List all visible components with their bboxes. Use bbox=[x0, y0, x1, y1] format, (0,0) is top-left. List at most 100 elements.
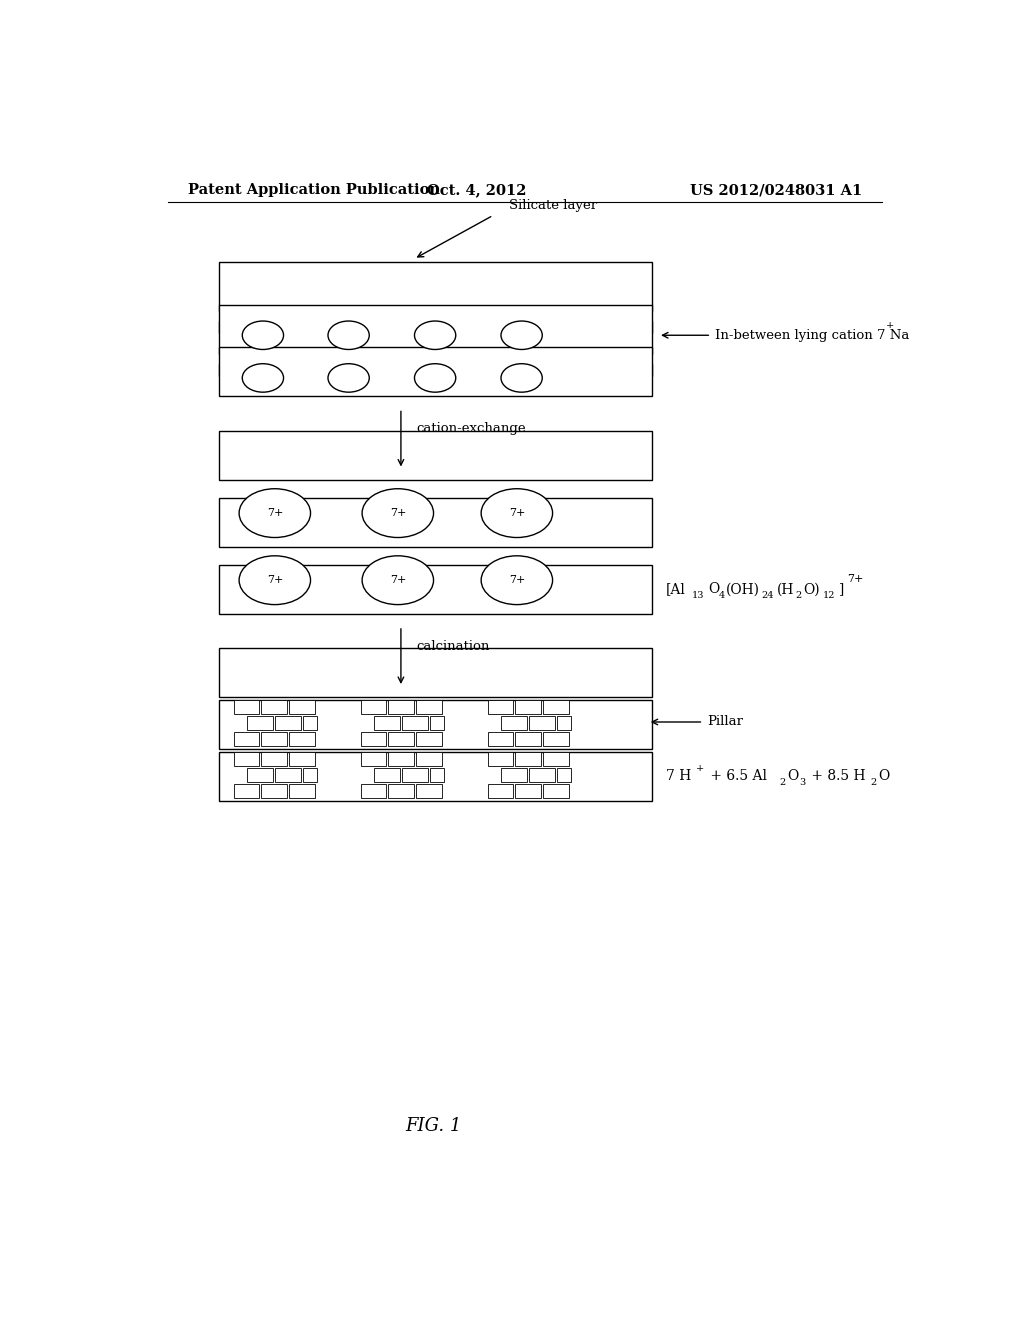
Text: 12: 12 bbox=[822, 591, 835, 601]
Bar bbox=[261, 731, 287, 746]
Ellipse shape bbox=[415, 321, 456, 350]
Bar bbox=[219, 700, 652, 748]
Text: calcination: calcination bbox=[417, 640, 490, 653]
Text: 7+: 7+ bbox=[266, 508, 283, 519]
Text: +: + bbox=[886, 321, 894, 330]
Bar bbox=[502, 715, 527, 730]
Bar bbox=[388, 700, 414, 714]
Text: O: O bbox=[787, 770, 799, 783]
Bar bbox=[515, 731, 541, 746]
Text: + 6.5 Al: + 6.5 Al bbox=[706, 770, 767, 783]
Bar bbox=[543, 700, 568, 714]
Ellipse shape bbox=[415, 364, 456, 392]
Bar bbox=[557, 715, 570, 730]
Text: +: + bbox=[696, 764, 705, 772]
Bar bbox=[289, 700, 314, 714]
Text: 13: 13 bbox=[692, 591, 705, 601]
Bar bbox=[515, 752, 541, 766]
Text: Pillar: Pillar bbox=[708, 715, 743, 729]
Bar bbox=[557, 768, 570, 781]
Bar bbox=[543, 752, 568, 766]
Bar bbox=[402, 768, 428, 781]
Bar bbox=[487, 700, 513, 714]
Text: (OH): (OH) bbox=[726, 582, 761, 597]
Bar bbox=[416, 752, 441, 766]
Ellipse shape bbox=[328, 321, 370, 350]
Text: FIG. 1: FIG. 1 bbox=[406, 1117, 462, 1135]
Text: ]: ] bbox=[839, 582, 845, 597]
Bar bbox=[289, 752, 314, 766]
Text: 7+: 7+ bbox=[390, 508, 406, 519]
Bar bbox=[219, 752, 652, 801]
Text: 2: 2 bbox=[870, 777, 878, 787]
Text: Silicate layer: Silicate layer bbox=[509, 198, 597, 211]
Ellipse shape bbox=[362, 488, 433, 537]
Text: 7+: 7+ bbox=[509, 576, 525, 585]
Text: 2: 2 bbox=[779, 777, 785, 787]
Bar bbox=[275, 768, 301, 781]
Text: O): O) bbox=[804, 582, 820, 597]
Bar bbox=[248, 715, 273, 730]
Text: 7+: 7+ bbox=[266, 576, 283, 585]
Bar bbox=[543, 731, 568, 746]
Bar bbox=[233, 700, 259, 714]
Text: 7+: 7+ bbox=[390, 576, 406, 585]
Bar bbox=[219, 305, 652, 354]
Text: 7 H: 7 H bbox=[666, 770, 691, 783]
Bar bbox=[261, 700, 287, 714]
Bar bbox=[416, 700, 441, 714]
Bar bbox=[219, 363, 652, 376]
Ellipse shape bbox=[240, 556, 310, 605]
Ellipse shape bbox=[240, 488, 310, 537]
Bar bbox=[375, 768, 400, 781]
Text: + 8.5 H: + 8.5 H bbox=[807, 770, 866, 783]
Bar bbox=[430, 715, 443, 730]
Bar bbox=[248, 768, 273, 781]
Text: 3: 3 bbox=[800, 777, 806, 787]
Bar bbox=[416, 731, 441, 746]
Bar bbox=[219, 498, 652, 546]
Ellipse shape bbox=[481, 488, 553, 537]
Bar bbox=[529, 768, 555, 781]
Bar bbox=[219, 347, 652, 396]
Bar bbox=[219, 263, 652, 312]
Bar bbox=[487, 752, 513, 766]
Text: 4: 4 bbox=[719, 591, 725, 601]
Text: 24: 24 bbox=[761, 591, 774, 601]
Bar bbox=[360, 784, 386, 797]
Ellipse shape bbox=[328, 364, 370, 392]
Bar bbox=[416, 784, 441, 797]
Text: In-between lying cation 7 Na: In-between lying cation 7 Na bbox=[715, 329, 909, 342]
Bar bbox=[303, 715, 316, 730]
Text: [Al: [Al bbox=[666, 582, 686, 597]
Bar bbox=[502, 768, 527, 781]
Bar bbox=[529, 715, 555, 730]
Bar bbox=[515, 784, 541, 797]
Bar bbox=[543, 784, 568, 797]
Bar bbox=[289, 784, 314, 797]
Text: 2: 2 bbox=[796, 591, 802, 601]
Bar bbox=[219, 321, 652, 333]
Text: Patent Application Publication: Patent Application Publication bbox=[187, 183, 439, 198]
Ellipse shape bbox=[501, 364, 543, 392]
Bar bbox=[402, 715, 428, 730]
Bar bbox=[388, 752, 414, 766]
Ellipse shape bbox=[481, 556, 553, 605]
Bar bbox=[487, 784, 513, 797]
Ellipse shape bbox=[362, 556, 433, 605]
Bar bbox=[375, 715, 400, 730]
Bar bbox=[233, 731, 259, 746]
Text: 7+: 7+ bbox=[847, 574, 863, 585]
Bar bbox=[515, 700, 541, 714]
Text: US 2012/0248031 A1: US 2012/0248031 A1 bbox=[690, 183, 862, 198]
Text: Oct. 4, 2012: Oct. 4, 2012 bbox=[427, 183, 527, 198]
Bar bbox=[360, 752, 386, 766]
Ellipse shape bbox=[501, 321, 543, 350]
Bar bbox=[219, 565, 652, 614]
Ellipse shape bbox=[243, 364, 284, 392]
Text: O: O bbox=[879, 770, 890, 783]
Bar bbox=[360, 731, 386, 746]
Ellipse shape bbox=[243, 321, 284, 350]
Text: cation-exchange: cation-exchange bbox=[417, 422, 526, 436]
Bar bbox=[233, 784, 259, 797]
